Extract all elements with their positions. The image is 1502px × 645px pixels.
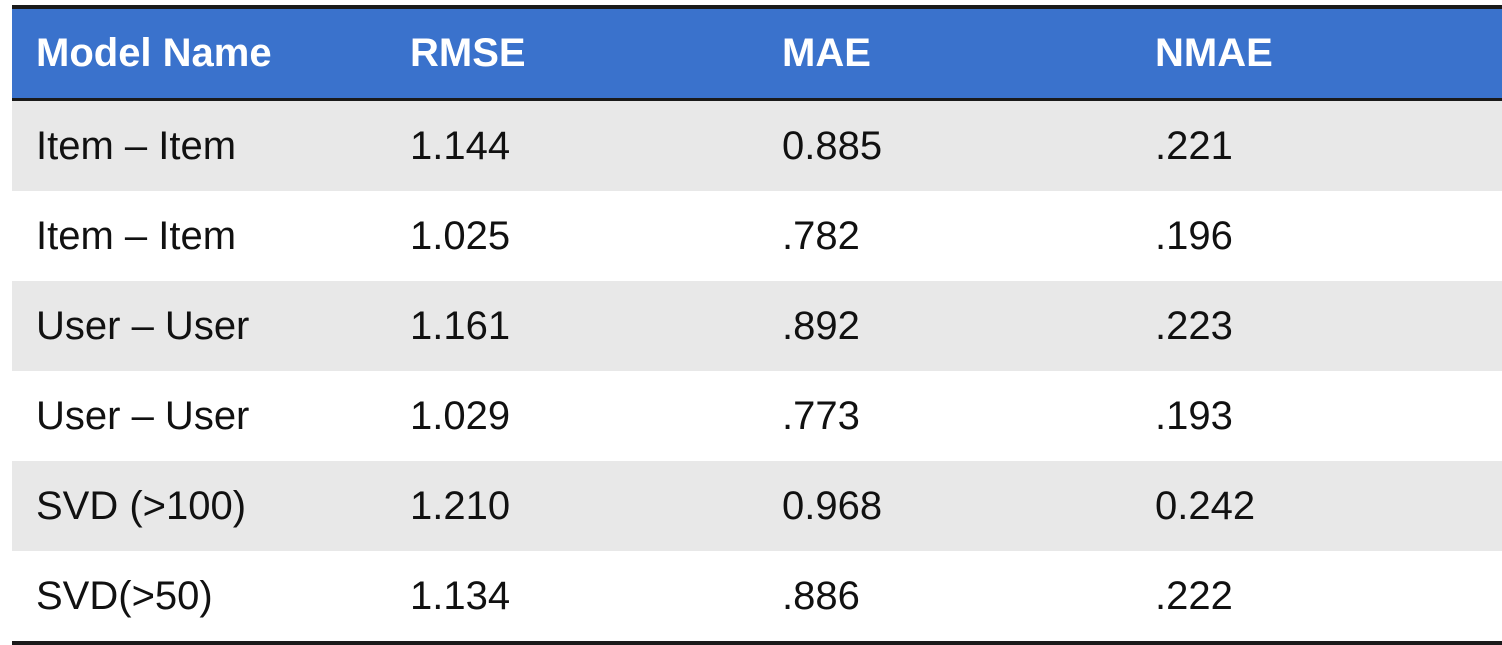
header-row: Model Name RMSE MAE NMAE [12,9,1502,101]
table-cell: .193 [1155,393,1233,438]
table-cell: 0.242 [1155,483,1256,528]
table-cell: User – User [36,303,250,348]
table-cell: Model Name [36,31,272,75]
table-cell: 1.210 [410,483,511,528]
table-cell: .196 [1155,213,1233,258]
table-cell: 1.161 [410,303,511,348]
table-cell: 0.885 [782,123,883,168]
results-table: Model Name RMSE MAE NMAE Item – Item 1.144 0.8… [12,5,1502,645]
table-cell: RMSE [410,31,526,75]
table-cell: Item – Item [36,213,237,258]
table-row: SVD(>50) 1.134 .886 .222 [12,551,1502,641]
table-cell: MAE [782,31,871,75]
table-cell: .221 [1155,123,1233,168]
table-cell: .773 [782,393,860,438]
table-cell: .222 [1155,573,1233,618]
table-cell: 1.134 [410,573,511,618]
table-cell: 1.025 [410,213,511,258]
table-cell: User – User [36,393,250,438]
table-cell: .886 [782,573,860,618]
table-cell: NMAE [1155,31,1273,75]
table-cell: SVD (>100) [36,483,247,528]
table-cell: SVD(>50) [36,573,213,618]
table-row: User – User 1.029 .773 .193 [12,371,1502,461]
table-cell: Item – Item [36,123,237,168]
table-cell: .892 [782,303,860,348]
table-cell: .223 [1155,303,1233,348]
table-row: SVD (>100) 1.210 0.968 0.242 [12,461,1502,551]
table-cell: 1.029 [410,393,511,438]
table-cell: 0.968 [782,483,883,528]
table-cell: .782 [782,213,860,258]
table-row: User – User 1.161 .892 .223 [12,281,1502,371]
table-cell: 1.144 [410,123,511,168]
table-row: Item – Item 1.025 .782 .196 [12,191,1502,281]
table-row: Item – Item 1.144 0.885 .221 [12,101,1502,191]
